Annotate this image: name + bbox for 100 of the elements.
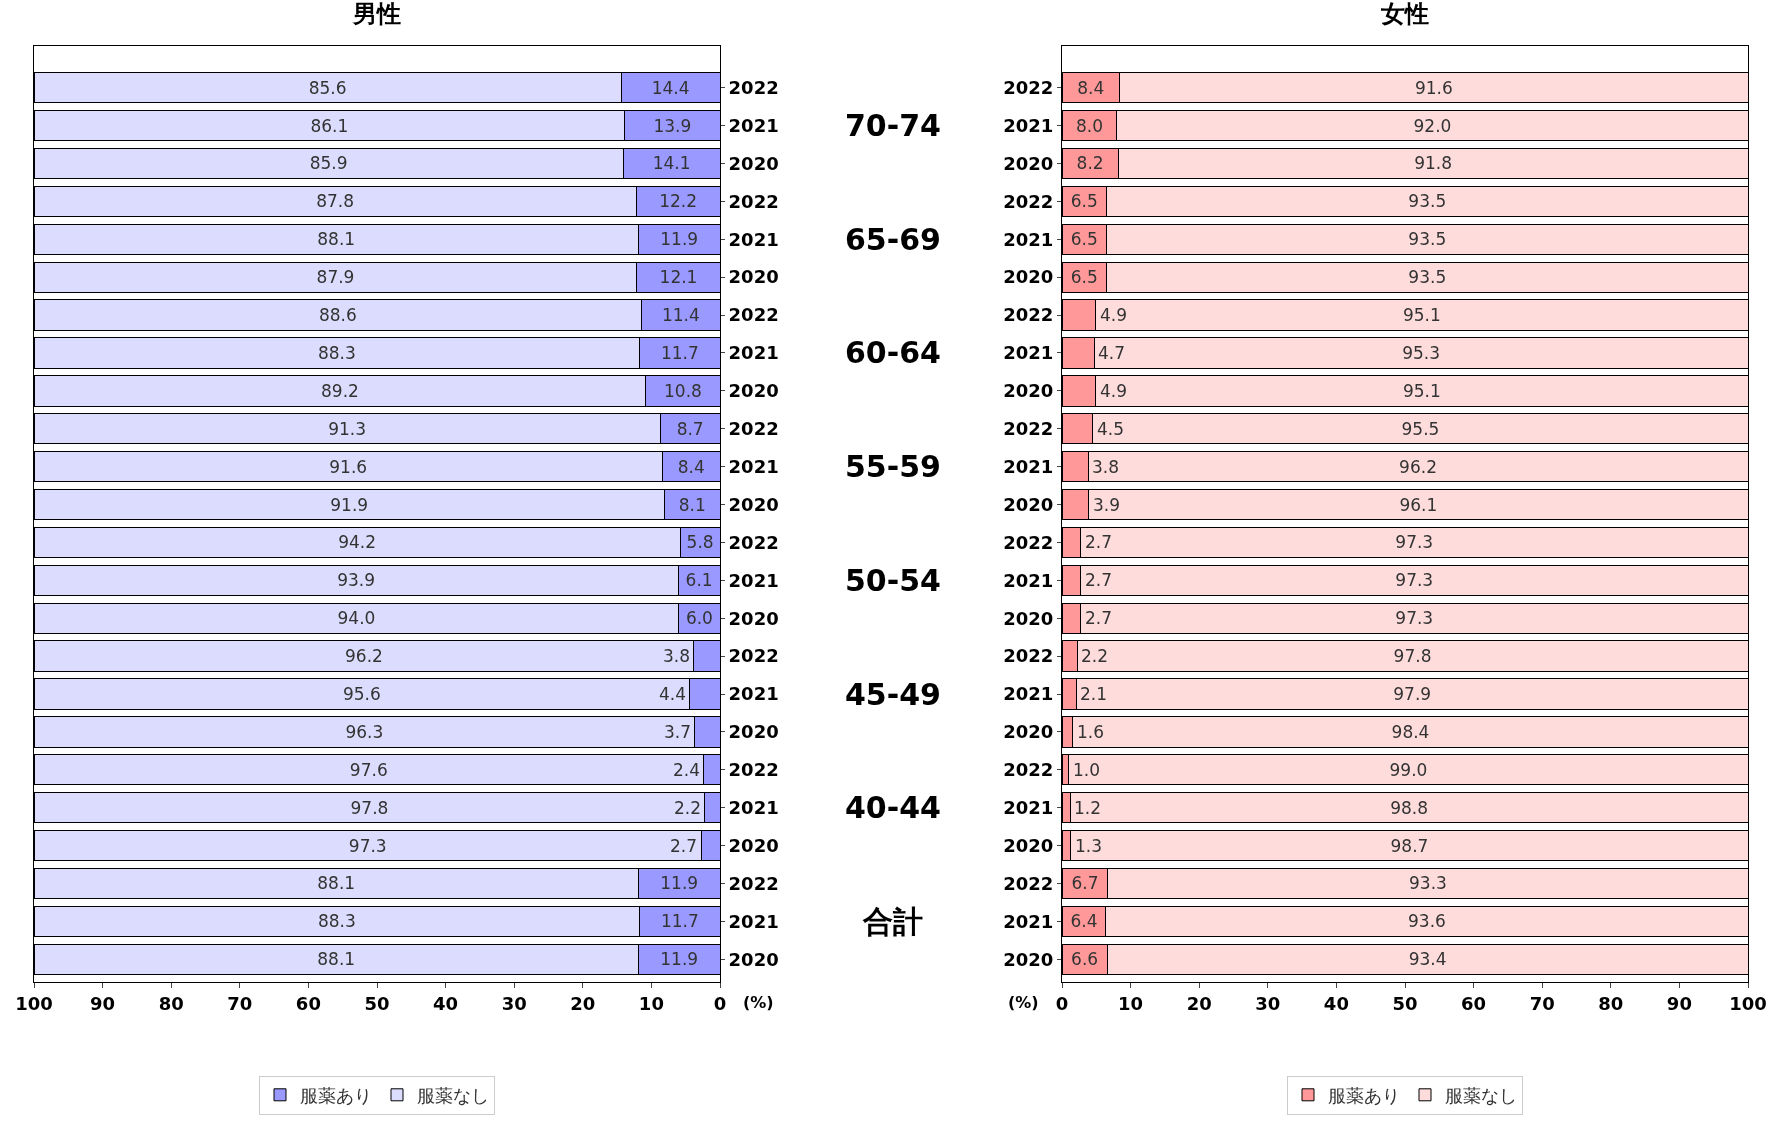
y-tick-label: 2021 xyxy=(1003,910,1054,932)
data-label: 1.0 xyxy=(1073,760,1101,780)
y-tick-label: 2022 xyxy=(1003,645,1054,667)
y-tick-label: 2020 xyxy=(728,834,779,856)
data-label: 89.2 xyxy=(321,380,359,401)
y-tick-label: 2022 xyxy=(728,872,779,894)
y-tick-label: 2021 xyxy=(728,910,779,932)
x-tick-label: 50 xyxy=(364,992,390,1014)
data-label: 92.0 xyxy=(1413,115,1452,136)
data-label: 91.6 xyxy=(329,456,368,477)
data-label: 2.7 xyxy=(1085,608,1113,628)
data-label: 8.4 xyxy=(677,456,705,477)
data-label: 96.2 xyxy=(345,646,383,667)
data-label: 87.8 xyxy=(316,191,355,212)
data-label: 6.0 xyxy=(685,608,713,629)
data-label: 2.7 xyxy=(1085,570,1113,590)
y-tick-label: 2021 xyxy=(1003,455,1054,477)
chart-title: 女性 xyxy=(1380,0,1429,29)
data-label: 91.6 xyxy=(1414,77,1453,98)
data-label: 6.5 xyxy=(1070,267,1098,288)
data-label: 6.1 xyxy=(685,570,713,591)
data-label: 95.1 xyxy=(1402,380,1441,401)
y-tick-label: 2022 xyxy=(728,304,779,326)
y-tick-label: 2021 xyxy=(1003,683,1054,705)
y-tick-label: 2020 xyxy=(728,152,779,174)
y-tick-label: 2021 xyxy=(728,455,779,477)
x-tick-label: 40 xyxy=(433,992,459,1014)
data-label: 87.9 xyxy=(316,267,355,288)
data-label: 96.1 xyxy=(1399,494,1438,515)
data-label: 94.2 xyxy=(338,532,377,553)
data-label: 2.7 xyxy=(670,836,698,856)
data-label: 85.9 xyxy=(309,153,348,174)
text: 40-44 xyxy=(845,790,941,825)
data-label: 91.8 xyxy=(1414,153,1453,174)
data-label: 14.1 xyxy=(652,153,691,174)
text: 60-64 xyxy=(845,335,941,370)
data-label: 4.9 xyxy=(1100,381,1128,401)
data-label: 3.7 xyxy=(664,722,692,742)
x-tick-label: 20 xyxy=(570,992,596,1014)
legend-label: 服薬なし xyxy=(417,1084,489,1106)
y-tick-label: 2020 xyxy=(728,607,779,629)
y-tick-label: 2021 xyxy=(728,114,779,136)
x-tick-label: 30 xyxy=(1255,992,1281,1014)
data-label: 4.7 xyxy=(1098,343,1126,363)
x-tick-label: 0 xyxy=(713,992,727,1014)
x-tick-label: 100 xyxy=(15,992,53,1014)
data-label: 97.3 xyxy=(1395,570,1434,591)
data-label: 2.1 xyxy=(1080,684,1108,704)
data-label: 93.4 xyxy=(1408,949,1447,970)
data-label: 8.4 xyxy=(1077,77,1105,98)
y-tick-label: 2022 xyxy=(1003,872,1054,894)
y-tick-label: 2022 xyxy=(1003,418,1054,440)
y-tick-label: 2020 xyxy=(728,721,779,743)
y-tick-label: 2022 xyxy=(728,531,779,553)
y-tick-label: 2022 xyxy=(728,645,779,667)
data-label: 8.2 xyxy=(1076,153,1104,174)
data-label: 88.1 xyxy=(317,229,356,250)
data-label: 11.9 xyxy=(660,229,699,250)
data-label: 85.6 xyxy=(308,77,347,98)
y-tick-label: 2021 xyxy=(1003,342,1054,364)
data-label: 11.4 xyxy=(661,305,700,326)
data-label: 91.3 xyxy=(328,418,367,439)
y-tick-label: 2020 xyxy=(1003,834,1054,856)
y-tick-label: 2021 xyxy=(728,569,779,591)
y-tick-label: 2021 xyxy=(1003,228,1054,250)
x-tick-label: 40 xyxy=(1323,992,1349,1014)
data-label: 3.8 xyxy=(1092,457,1120,477)
data-label: 98.8 xyxy=(1390,797,1429,818)
data-label: 99.0 xyxy=(1389,759,1428,780)
data-label: 97.3 xyxy=(1395,532,1434,553)
x-tick-label: 90 xyxy=(90,992,116,1014)
legend-label: 服薬あり xyxy=(1328,1084,1400,1106)
data-label: 95.1 xyxy=(1402,305,1441,326)
y-tick-label: 2020 xyxy=(1003,948,1054,970)
data-label: 97.9 xyxy=(1393,684,1432,704)
y-tick-label: 2020 xyxy=(728,493,779,515)
x-tick-label: 20 xyxy=(1186,992,1212,1014)
y-tick-label: 2022 xyxy=(728,759,779,781)
text: 65-69 xyxy=(845,222,941,257)
data-label: 12.2 xyxy=(659,191,698,212)
data-label: 6.5 xyxy=(1070,191,1098,212)
x-axis-title: (%) xyxy=(743,993,774,1012)
data-label: 88.3 xyxy=(317,911,356,932)
x-tick-label: 80 xyxy=(158,992,184,1014)
x-tick-label: 60 xyxy=(1461,992,1487,1014)
data-label: 6.4 xyxy=(1070,911,1098,932)
data-label: 3.9 xyxy=(1093,495,1121,515)
data-label: 86.1 xyxy=(310,115,349,136)
data-label: 11.7 xyxy=(660,911,699,932)
data-label: 8.7 xyxy=(676,418,704,439)
data-label: 4.4 xyxy=(659,684,687,704)
data-label: 95.3 xyxy=(1402,342,1441,363)
data-label: 97.3 xyxy=(348,835,387,856)
data-label: 93.5 xyxy=(1408,229,1447,250)
data-label: 88.3 xyxy=(317,342,356,363)
data-label: 93.9 xyxy=(337,570,375,591)
y-tick-label: 2021 xyxy=(728,228,779,250)
data-label: 3.8 xyxy=(663,646,691,666)
x-axis-title: (%) xyxy=(1008,993,1039,1012)
y-tick-label: 2020 xyxy=(1003,607,1054,629)
